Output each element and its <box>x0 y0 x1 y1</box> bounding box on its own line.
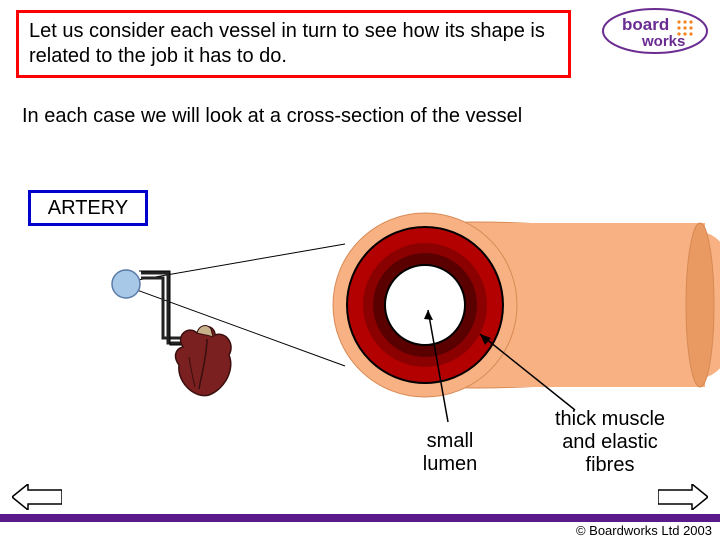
annotation-small-lumen: small lumen <box>410 430 490 476</box>
annotation-thick-muscle: thick muscle and elastic fibres <box>540 408 680 477</box>
footer-bar <box>0 514 720 522</box>
slide: board works Let us consider each vessel … <box>0 0 720 540</box>
logo-main-text: board <box>622 15 669 34</box>
next-arrow[interactable] <box>658 484 708 510</box>
intro-box: Let us consider each vessel in turn to s… <box>16 10 571 78</box>
subtext: In each case we will look at a cross-sec… <box>22 105 522 128</box>
copyright-text: © Boardworks Ltd 2003 <box>576 523 712 538</box>
brand-logo: board works <box>600 6 710 56</box>
prev-arrow[interactable] <box>12 484 62 510</box>
intro-text: Let us consider each vessel in turn to s… <box>29 20 545 67</box>
